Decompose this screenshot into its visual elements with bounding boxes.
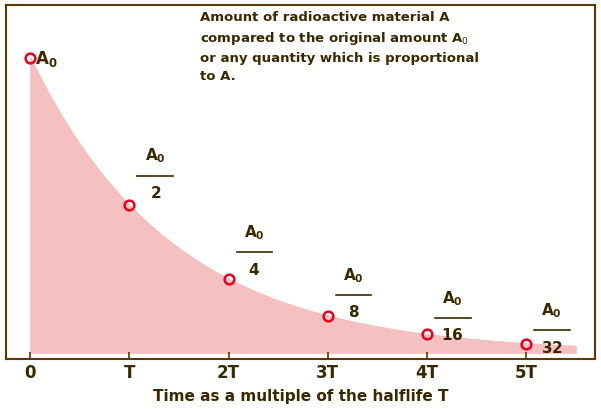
X-axis label: Time as a multiple of the halflife T: Time as a multiple of the halflife T: [153, 389, 448, 403]
Text: $\mathbf{A_0}$: $\mathbf{A_0}$: [145, 146, 166, 165]
Text: Amount of radioactive material A
compared to the original amount A$_0$
or any qu: Amount of radioactive material A compare…: [200, 11, 479, 83]
Text: $\mathbf{A_0}$: $\mathbf{A_0}$: [542, 301, 563, 319]
Text: $\mathbf{A_0}$: $\mathbf{A_0}$: [35, 49, 58, 68]
Text: $\mathbf{4}$: $\mathbf{4}$: [248, 261, 260, 277]
Text: $\mathbf{A_0}$: $\mathbf{A_0}$: [442, 288, 463, 307]
Text: $\mathbf{A_0}$: $\mathbf{A_0}$: [343, 265, 364, 284]
Text: $\mathbf{2}$: $\mathbf{2}$: [150, 184, 161, 200]
Text: $\mathbf{8}$: $\mathbf{8}$: [348, 304, 359, 320]
Text: $\mathbf{32}$: $\mathbf{32}$: [541, 339, 563, 355]
Text: $\mathbf{A_0}$: $\mathbf{A_0}$: [244, 223, 265, 242]
Text: $\mathbf{16}$: $\mathbf{16}$: [442, 326, 464, 342]
